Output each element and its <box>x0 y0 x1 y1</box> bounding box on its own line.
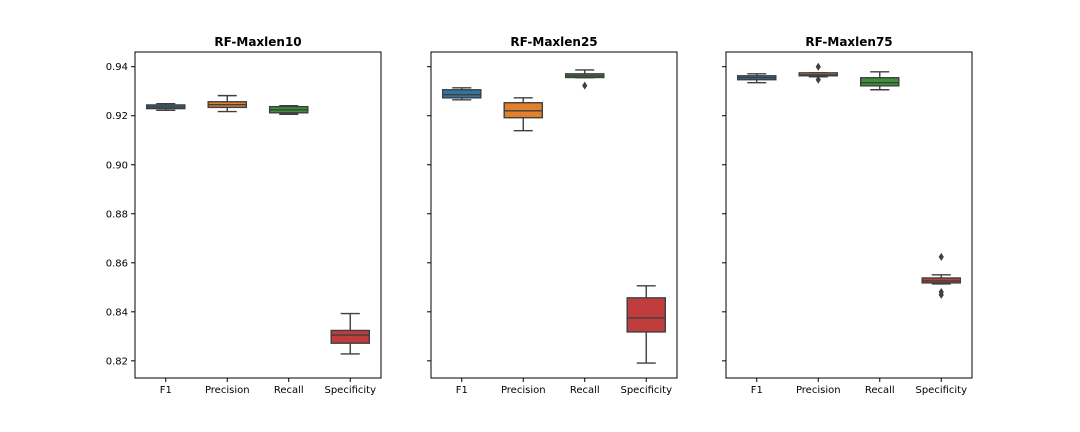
y-tick-label: 0.94 <box>106 62 128 73</box>
y-tick-label: 0.90 <box>106 160 128 171</box>
outlier-point <box>938 290 944 299</box>
outlier-point <box>582 81 588 90</box>
box-recall <box>859 77 900 87</box>
box-specificity <box>626 297 667 333</box>
x-tick-label: Precision <box>501 385 546 396</box>
chart-title: RF-Maxlen10 <box>214 35 301 49</box>
y-tick-label: 0.82 <box>106 356 128 367</box>
chart-title: RF-Maxlen25 <box>510 35 597 49</box>
y-tick-label: 0.92 <box>106 111 128 122</box>
plot-frame <box>430 51 678 379</box>
x-tick-label: Precision <box>205 385 250 396</box>
x-tick-label: Recall <box>274 385 304 396</box>
box-f1 <box>441 89 482 99</box>
plot-frame <box>725 51 973 379</box>
x-tick-label: F1 <box>751 385 763 396</box>
box-specificity <box>330 329 371 344</box>
outlier-point <box>815 75 821 84</box>
x-tick-label: Specificity <box>915 385 967 396</box>
plot-frame <box>134 51 382 379</box>
outlier-point <box>815 62 821 71</box>
x-tick-label: Specificity <box>620 385 672 396</box>
x-tick-label: Precision <box>796 385 841 396</box>
x-tick-label: Recall <box>865 385 895 396</box>
y-tick-label: 0.84 <box>106 307 128 318</box>
x-tick-label: F1 <box>160 385 172 396</box>
x-tick-label: Recall <box>570 385 600 396</box>
y-tick-label: 0.88 <box>106 209 128 220</box>
y-tick-label: 0.86 <box>106 258 128 269</box>
x-tick-label: Specificity <box>324 385 376 396</box>
x-tick-label: F1 <box>456 385 468 396</box>
outlier-point <box>938 252 944 261</box>
chart-title: RF-Maxlen75 <box>805 35 892 49</box>
